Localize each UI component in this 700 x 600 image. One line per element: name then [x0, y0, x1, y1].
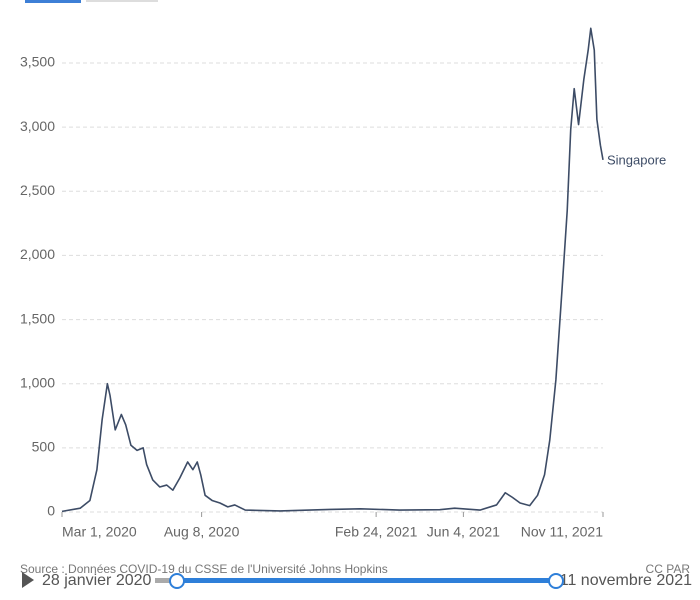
y-tick-label: 1,000: [20, 374, 55, 390]
source: Source : Données COVID-19 du CSSE de l'U…: [20, 562, 388, 576]
x-tick-label: Feb 24, 2021: [335, 524, 418, 540]
slider-range: [177, 578, 556, 583]
x-tick-label: Aug 8, 2020: [164, 524, 240, 540]
series-label: Singapore: [607, 152, 666, 167]
y-tick-label: 3,000: [20, 118, 55, 134]
x-tick-label: Nov 11, 2021: [521, 524, 603, 540]
y-tick-label: 1,500: [20, 310, 55, 326]
y-tick-label: 2,500: [20, 182, 55, 198]
y-tick-label: 3,500: [20, 54, 55, 70]
timeline-end: 11 novembre 2021: [560, 572, 692, 589]
play-button[interactable]: [22, 572, 34, 588]
timeline-start: 28 janvier 2020: [42, 572, 152, 589]
x-tick-label: Mar 1, 2020: [62, 524, 137, 540]
license: CC PAR: [646, 562, 691, 576]
slider-handle[interactable]: [169, 573, 185, 589]
line: [61, 27, 604, 513]
x-tick-label: Jun 4, 2021: [427, 524, 500, 540]
y-tick-label: 2,000: [20, 246, 55, 262]
slider-track: [155, 578, 177, 583]
y-tick-label: 500: [32, 439, 56, 455]
slider-handle[interactable]: [548, 573, 564, 589]
tab[interactable]: [86, 0, 158, 2]
y-tick-label: 0: [47, 503, 55, 519]
tab[interactable]: [25, 0, 81, 3]
